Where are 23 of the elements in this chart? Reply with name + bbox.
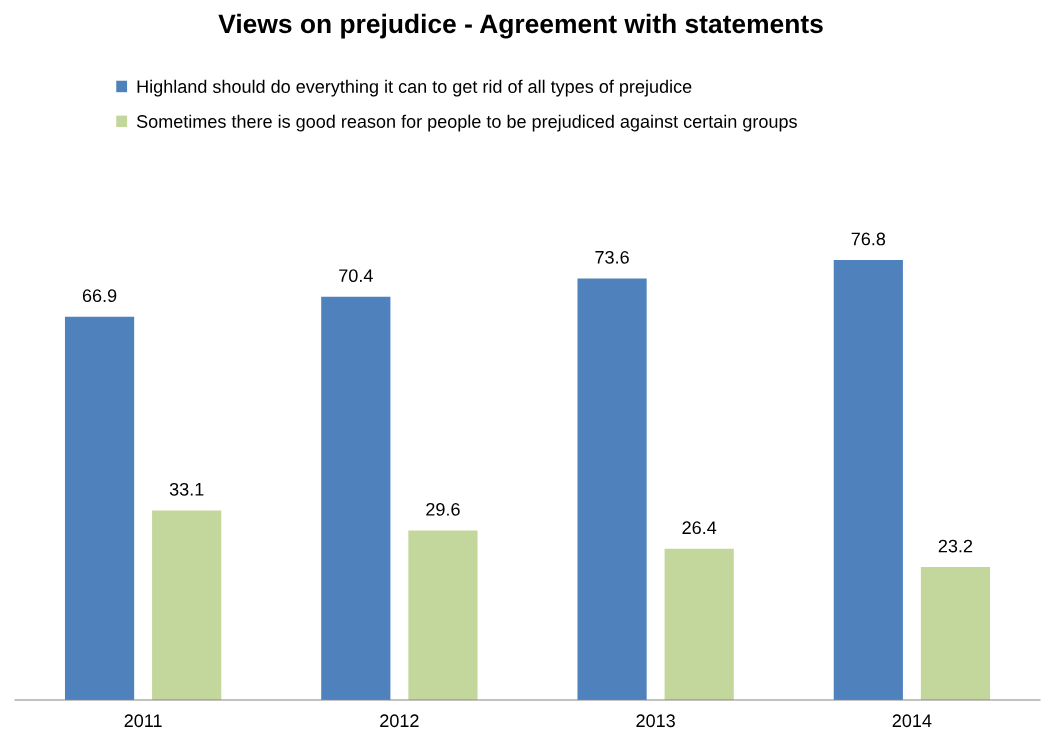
chart-title: Views on prejudice - Agreement with statements	[218, 13, 823, 39]
data-label: 23.2	[938, 539, 973, 553]
legend-label: Highland should do everything it can to get rid of all types of prejudice	[137, 79, 692, 97]
bar	[577, 278, 647, 700]
x-tick-label: 2011	[124, 714, 162, 728]
x-tick-label: 2012	[380, 714, 419, 728]
bar	[920, 567, 991, 700]
bar	[64, 316, 135, 700]
legend-label: Sometimes there is good reason for people to be prejudiced against certain groups	[136, 114, 797, 132]
bar	[408, 530, 478, 700]
bar	[664, 548, 734, 700]
bar	[833, 260, 903, 700]
data-label: 26.4	[682, 521, 717, 535]
data-label: 29.6	[426, 502, 460, 516]
data-label: 73.6	[595, 250, 629, 264]
data-label: 66.9	[82, 289, 117, 303]
x-tick-label: 2013	[636, 714, 675, 728]
bar	[321, 296, 391, 700]
x-tick-label: 2014	[892, 714, 932, 728]
data-label: 70.4	[339, 269, 373, 283]
bar	[152, 510, 222, 700]
data-label: 33.1	[169, 482, 204, 496]
data-label: 76.8	[851, 232, 886, 246]
